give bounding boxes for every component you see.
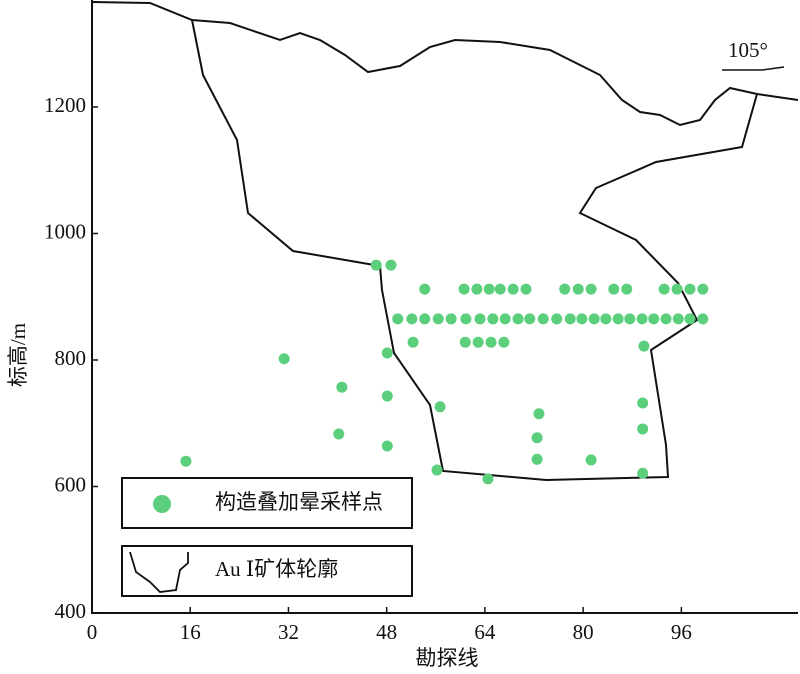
sample-point — [621, 283, 633, 295]
x-tick-label: 32 — [278, 620, 299, 644]
sample-point — [472, 336, 484, 348]
sample-point — [600, 313, 612, 325]
y-tick-label: 1000 — [44, 219, 86, 243]
sample-point — [531, 453, 543, 465]
x-tick-label: 64 — [474, 620, 496, 644]
sample-point — [585, 283, 597, 295]
y-axis-label: 标高/m — [6, 323, 30, 387]
sample-point — [638, 340, 650, 352]
sample-point — [333, 428, 345, 440]
sample-point — [494, 283, 506, 295]
sample-point — [445, 313, 457, 325]
terrain-line — [91, 1, 799, 127]
sample-point — [419, 283, 431, 295]
sample-point — [636, 313, 648, 325]
direction-label: 105° — [728, 38, 768, 62]
sample-point — [684, 313, 696, 325]
sample-point — [612, 313, 624, 325]
sample-point — [576, 313, 588, 325]
sample-point — [660, 313, 672, 325]
sample-point — [392, 313, 404, 325]
sample-point — [658, 283, 670, 295]
x-tick-label: 80 — [573, 620, 594, 644]
sample-point — [559, 283, 571, 295]
sample-point — [672, 313, 684, 325]
sample-point — [431, 464, 443, 476]
sample-point — [499, 313, 511, 325]
sample-point — [684, 283, 696, 295]
sample-point — [419, 313, 431, 325]
sample-point — [381, 440, 393, 452]
x-tick-label: 48 — [376, 620, 397, 644]
x-tick-label: 96 — [671, 620, 692, 644]
sample-point — [537, 313, 549, 325]
sample-point — [487, 313, 499, 325]
sample-point — [531, 432, 543, 444]
sample-point — [460, 313, 472, 325]
sample-point — [637, 397, 649, 409]
sample-point — [483, 283, 495, 295]
sample-point — [498, 336, 510, 348]
sample-point — [370, 259, 382, 271]
sample-point — [278, 353, 290, 365]
sample-point — [624, 313, 636, 325]
x-axis-label: 勘探线 — [416, 646, 479, 670]
sample-point — [671, 283, 683, 295]
legend-box — [121, 545, 413, 597]
sample-point — [697, 313, 709, 325]
sample-point — [432, 313, 444, 325]
legend-label: 构造叠加晕采样点 — [215, 490, 383, 514]
sample-point — [588, 313, 600, 325]
sample-point — [585, 454, 597, 466]
sample-point — [482, 473, 494, 485]
sample-point — [180, 455, 192, 467]
sample-point — [385, 259, 397, 271]
sample-point — [648, 313, 660, 325]
legend-label: Au Ⅰ矿体轮廓 — [215, 557, 338, 581]
sample-point — [459, 336, 471, 348]
sample-point — [474, 313, 486, 325]
sample-point — [520, 283, 532, 295]
x-tick-label: 0 — [87, 620, 98, 644]
sample-point — [572, 283, 584, 295]
sample-point — [524, 313, 536, 325]
sample-point — [637, 423, 649, 435]
sample-point — [406, 313, 418, 325]
sample-point — [637, 467, 649, 479]
sample-point — [564, 313, 576, 325]
y-tick-label: 800 — [55, 346, 87, 370]
sample-point — [507, 283, 519, 295]
sample-point — [471, 283, 483, 295]
y-tick-label: 1200 — [44, 93, 86, 117]
legend-outline-icon — [129, 551, 189, 593]
ore-body-outline — [191, 19, 758, 482]
sample-point — [533, 408, 545, 420]
sample-point — [608, 283, 620, 295]
x-tick-label: 16 — [180, 620, 201, 644]
y-tick-label: 400 — [55, 599, 87, 623]
y-tick-label: 600 — [55, 472, 87, 496]
direction-arrow — [722, 66, 785, 71]
sample-point — [551, 313, 563, 325]
sample-point — [697, 283, 709, 295]
sample-point — [381, 390, 393, 402]
sample-point — [458, 283, 470, 295]
sample-point — [336, 381, 348, 393]
sample-point — [407, 336, 419, 348]
legend-marker — [153, 495, 171, 513]
sample-point — [512, 313, 524, 325]
sample-point — [434, 401, 446, 413]
sample-point — [381, 347, 393, 359]
sample-point — [485, 336, 497, 348]
